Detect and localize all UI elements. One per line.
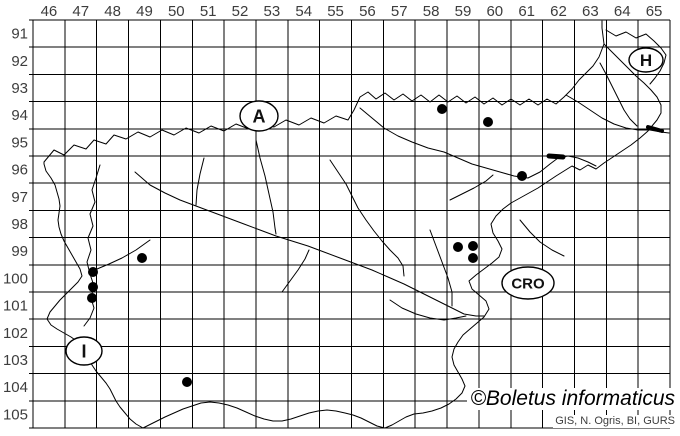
river-krka <box>389 299 467 321</box>
copyright-text: ©Boletus informaticus <box>467 388 678 410</box>
occurrence-dot <box>137 253 147 263</box>
left-axis-label: 94 <box>11 107 28 124</box>
country-label-italy: I <box>81 341 86 361</box>
river-drava <box>359 107 597 179</box>
left-axis-label: 100 <box>3 270 28 287</box>
occurrence-dot <box>437 104 447 114</box>
top-axis-label: 65 <box>646 3 663 20</box>
top-axis-label: 47 <box>72 3 89 20</box>
country-labels: A H CRO I <box>65 47 664 366</box>
lake-on-drava <box>546 153 566 160</box>
top-axis-label: 56 <box>359 3 376 20</box>
occurrence-dot <box>483 117 493 127</box>
attribution-text: GIS, N. Ogris, BI, GURS <box>553 415 677 428</box>
top-axis-label: 63 <box>582 3 599 20</box>
country-ellipse-italy <box>65 336 103 366</box>
left-axis-label: 104 <box>3 379 28 396</box>
occurrence-dots <box>87 104 527 387</box>
top-axis-label: 64 <box>614 3 631 20</box>
utm-grid <box>29 19 671 429</box>
occurrence-dot <box>517 171 527 181</box>
austria-hungary-border <box>601 20 605 45</box>
occurrence-dot <box>88 282 98 292</box>
top-axis-label: 46 <box>41 3 58 20</box>
occurrence-dot <box>182 377 192 387</box>
axis-labels: 46 47 48 49 50 51 52 53 54 55 56 57 58 59 60 61 62 63 64 65… <box>3 3 662 423</box>
top-axis-label: 57 <box>391 3 408 20</box>
river-dravinja <box>449 174 494 201</box>
top-axis-label: 60 <box>486 3 503 20</box>
country-label-croatia: CRO <box>511 275 545 292</box>
top-axis-label: 51 <box>200 3 217 20</box>
top-axis-label: 59 <box>455 3 472 20</box>
river-sava <box>134 171 485 317</box>
country-ellipse-croatia <box>501 266 555 300</box>
left-axis-label: 99 <box>11 243 28 260</box>
river-kamniska-bistrica <box>255 139 277 235</box>
left-axis-label: 91 <box>11 26 28 43</box>
country-outline-and-rivers <box>43 20 670 429</box>
top-axis-label: 55 <box>327 3 344 20</box>
river-savinja <box>329 159 405 277</box>
occurrence-dot <box>453 242 463 252</box>
top-axis-label: 49 <box>136 3 153 20</box>
occurrence-dot <box>468 253 478 263</box>
left-axis-label: 95 <box>11 134 28 151</box>
top-axis-label: 61 <box>518 3 535 20</box>
river-tributary-1 <box>195 157 205 206</box>
river-soca <box>83 164 101 327</box>
top-axis-label: 50 <box>168 3 185 20</box>
left-axis-label: 92 <box>11 53 28 70</box>
river-tributary-2 <box>429 229 453 307</box>
country-ellipse-austria <box>239 100 279 132</box>
occurrence-dot <box>87 293 97 303</box>
river-ledava <box>599 62 638 127</box>
top-axis-label: 48 <box>104 3 121 20</box>
left-axis-label: 102 <box>3 325 28 342</box>
top-axis-label: 53 <box>264 3 281 20</box>
left-axis-label: 98 <box>11 216 28 233</box>
top-axis-label: 52 <box>232 3 249 20</box>
river-idrijca <box>96 239 151 270</box>
occurrence-dot <box>468 241 478 251</box>
country-ellipse-hungary <box>628 47 664 73</box>
left-axis-label: 103 <box>3 352 28 369</box>
hungary-river <box>605 29 667 85</box>
left-axis-label: 101 <box>3 298 28 315</box>
river-mura-confluence <box>646 125 664 133</box>
country-label-hungary: H <box>640 51 652 70</box>
top-axis-label: 54 <box>295 3 312 20</box>
top-axis-label: 62 <box>550 3 567 20</box>
left-axis-label: 93 <box>11 80 28 97</box>
left-axis-label: 105 <box>3 406 28 423</box>
occurrence-dot <box>88 267 98 277</box>
left-axis-label: 96 <box>11 162 28 179</box>
left-axis-label: 97 <box>11 189 28 206</box>
country-label-austria: A <box>253 106 266 126</box>
top-axis-label: 58 <box>423 3 440 20</box>
river-ljubljanica <box>281 249 310 293</box>
river-sotla <box>519 219 565 257</box>
